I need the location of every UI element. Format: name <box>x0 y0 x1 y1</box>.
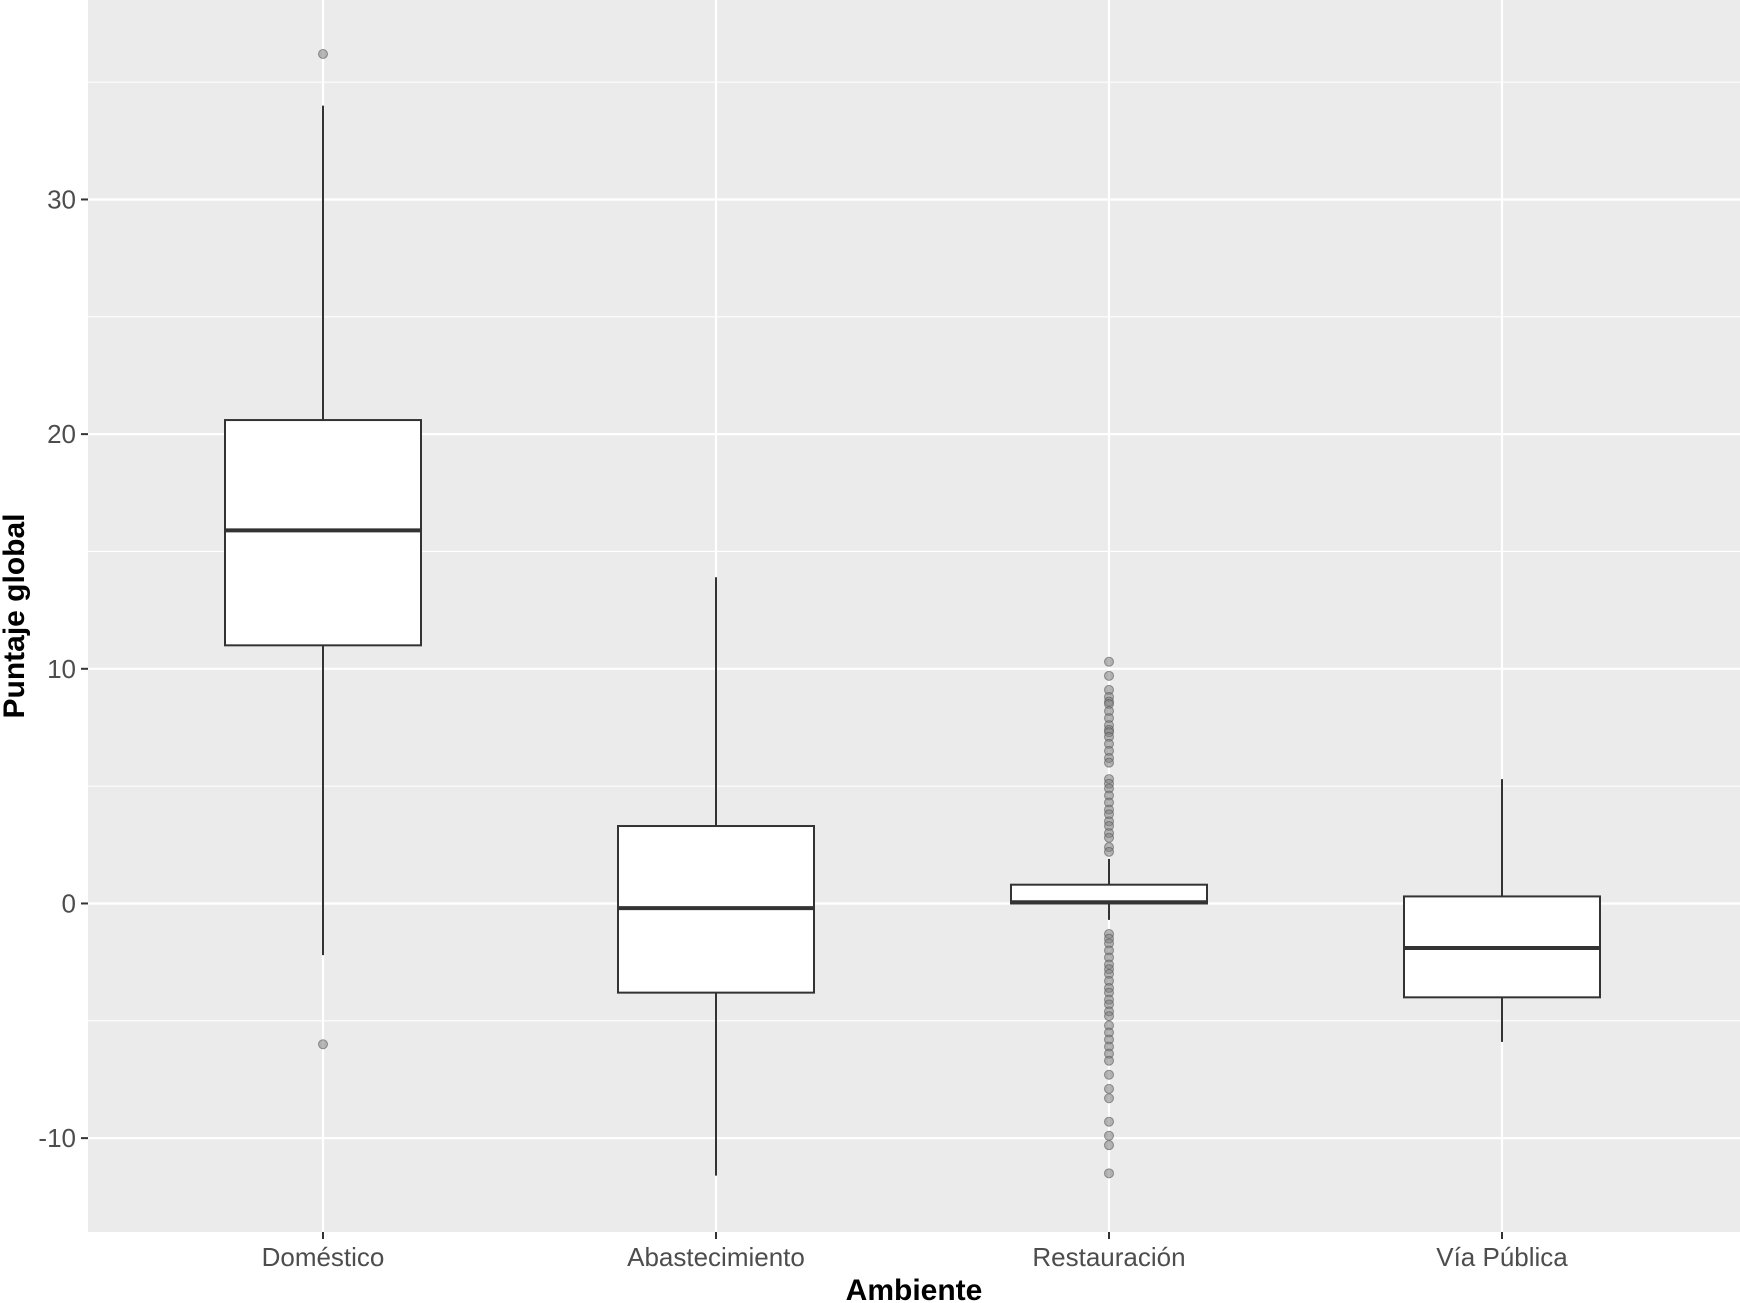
y-tick-label: -10 <box>38 1123 76 1153</box>
outlier-point <box>1104 1011 1114 1022</box>
y-tick-label: 30 <box>47 184 76 214</box>
outlier-point <box>1104 1093 1114 1104</box>
y-tick-label: 10 <box>47 654 76 684</box>
outlier-point <box>1104 846 1114 857</box>
y-axis-title: Puntaje global <box>0 513 31 718</box>
outlier-point <box>1104 656 1114 667</box>
outlier-point <box>1104 1069 1114 1080</box>
box-rect <box>224 419 422 647</box>
outlier-point <box>1104 1055 1114 1066</box>
y-axis: -10 0 10 20 30 <box>38 184 88 1153</box>
box-2 <box>617 577 815 1176</box>
outlier-point <box>1104 670 1114 681</box>
x-tick-label: Restauración <box>1032 1242 1185 1272</box>
x-tick-label: Doméstico <box>262 1242 385 1272</box>
x-axis: Doméstico Abastecimiento Restauración Vía P… <box>262 1232 1568 1272</box>
outlier-point <box>318 1039 328 1050</box>
box-4 <box>1403 779 1601 1042</box>
outlier-point <box>1104 832 1114 843</box>
outlier-point <box>1104 1083 1114 1094</box>
outlier-point <box>1104 1168 1114 1179</box>
x-tick-label: Abastecimiento <box>627 1242 805 1272</box>
outliers-layer <box>318 48 1114 1179</box>
boxes-layer <box>224 105 1601 1176</box>
outlier-point <box>1104 1140 1114 1151</box>
y-tick-label: 0 <box>62 888 76 918</box>
box-1 <box>224 105 422 956</box>
outlier-point <box>1104 1130 1114 1141</box>
x-tick-label: Vía Pública <box>1436 1242 1568 1272</box>
outlier-point <box>318 48 328 59</box>
y-tick-label: 20 <box>47 419 76 449</box>
x-axis-title: Ambiente <box>846 1274 983 1303</box>
box-3 <box>1010 858 1208 920</box>
outlier-point <box>1104 757 1114 768</box>
outlier-point <box>1104 1116 1114 1127</box>
